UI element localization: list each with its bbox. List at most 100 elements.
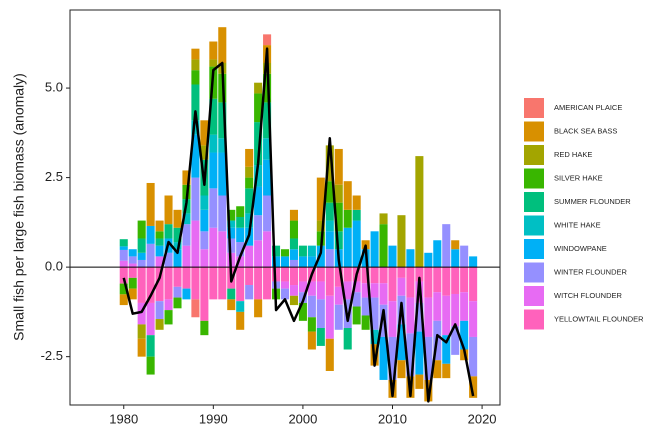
bar-segment [469,301,478,337]
bar-segment [334,304,343,330]
x-tick-label: 1990 [199,411,228,426]
bar-segment [128,267,137,278]
bar-segment [325,267,334,296]
x-tick-label: 1980 [109,411,138,426]
bar-segment [307,331,316,350]
bar-segment [298,245,307,257]
bar-segment [128,288,137,300]
bar-segment [191,70,200,85]
bar-segment [155,256,164,268]
bar-segment [343,181,352,210]
bar-segment [155,301,164,320]
bar-segment [343,267,352,282]
bar-segment [289,238,298,250]
legend-key [524,121,544,142]
bar-segment [280,281,290,289]
legend-label: SILVER HAKE [554,173,603,182]
bar-segment [442,335,451,364]
bar-segment [191,59,200,71]
bar-segment [155,319,164,330]
bar-segment [263,231,272,268]
bar-segment [137,252,146,260]
bar-segment [325,220,334,232]
bar-segment [460,320,469,350]
bar-segment [119,294,128,306]
bar-segment [307,317,316,332]
bar-segment [370,329,379,345]
bar-segment [469,267,478,302]
bar-segment [209,267,218,300]
bar-segment [334,202,343,232]
bar-segment [325,181,334,203]
bar-segment [361,315,370,330]
bar-segment [388,267,397,302]
bar-segment [289,259,298,268]
legend-key [524,168,544,189]
bar-segment [442,363,451,379]
bar-segment [280,256,290,268]
bar-segment [128,277,137,289]
bar-segment [298,281,307,293]
bar-segment [379,283,388,305]
bar-segment [173,297,182,309]
bar-segment [209,188,218,228]
bar-segment [200,267,209,321]
bar-segment [316,299,325,329]
y-tick-label: 5.0 [45,80,63,95]
bar-segment [137,324,146,339]
bar-segment [182,288,191,300]
bar-segment [415,331,424,375]
bar-segment [334,231,343,250]
bar-segment [289,285,298,296]
bar-segment [451,326,460,355]
bar-segment [263,102,272,139]
bar-segment [227,227,236,239]
bar-segment [460,267,469,293]
bar-segment [280,249,290,257]
bar-segment [137,302,146,325]
bar-segment [173,267,182,287]
total-line [122,47,475,403]
bar-segment [263,195,272,232]
bar-segment [245,213,254,228]
bar-segment [379,213,388,225]
bar-segment [209,227,218,268]
bar-segment [433,292,442,321]
bar-segment [352,195,361,210]
bar-segment [316,245,325,268]
bar-segment [245,267,254,286]
bar-segment [245,177,254,189]
bar-segment [200,320,209,336]
legend-key [524,262,544,283]
bar-segment [236,256,245,268]
x-tick-label: 2010 [378,411,407,426]
bar-segment [352,220,361,268]
bar-segment [263,73,272,103]
legend-label: AMERICAN PLAICE [554,103,622,112]
bar-segment [146,356,155,375]
bar-segment [191,177,200,221]
bar-segment [361,283,370,298]
bar-segment [209,98,218,135]
bar-segment [406,297,415,334]
bar-segment [361,267,370,284]
bar-segment [316,328,325,346]
bar-segment [424,267,433,298]
bar-segment [379,267,388,284]
bar-segment [406,249,415,268]
bar-segment [155,267,164,302]
bar-segment [254,186,263,216]
bar-segment [236,227,245,243]
bar-segment [415,302,424,332]
bar-segment [307,245,316,257]
bar-segment [146,225,155,244]
legend-key [524,309,544,330]
bar-segment [325,295,334,339]
bar-segment [218,152,227,196]
bar-segment [334,267,343,287]
bar-segment [119,239,128,247]
bar-segment [352,292,361,307]
bar-segment [469,336,478,377]
legend-key [524,215,544,236]
x-tick-label: 2020 [468,411,497,426]
